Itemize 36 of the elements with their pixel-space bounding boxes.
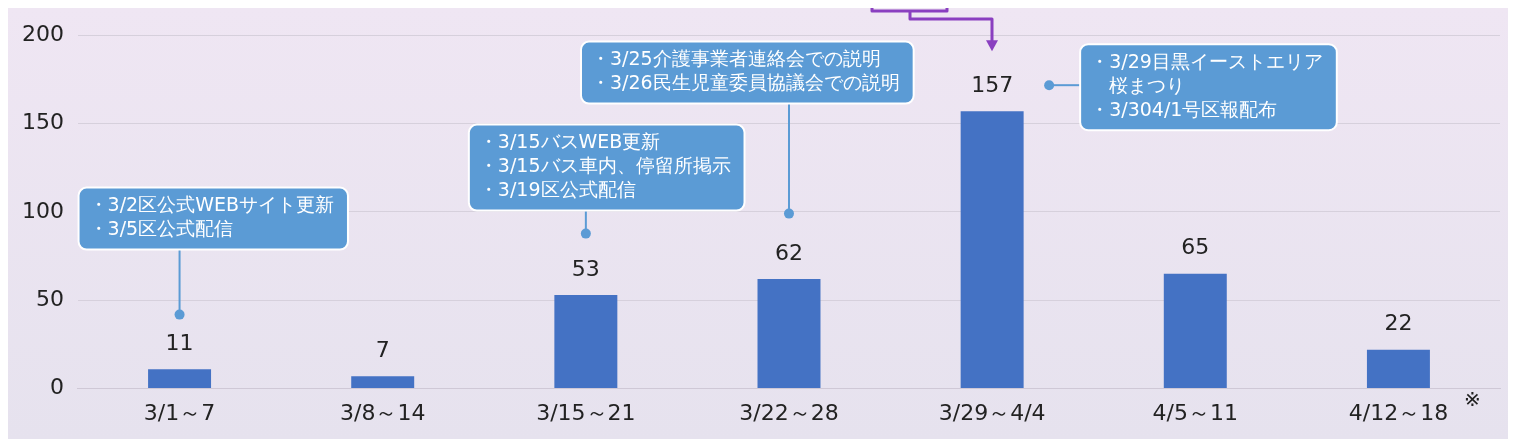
- annotation: ・3/15バス車内、停留所掲示: [478, 154, 731, 177]
- x-tick-label: 3/8～14: [340, 399, 426, 425]
- annotation: ・3/5区公式配信: [88, 217, 234, 240]
- annotation: ※: [1464, 386, 1481, 411]
- data-label: 11: [165, 329, 194, 355]
- data-label: 53: [571, 255, 600, 281]
- x-tick-label: 4/5～11: [1152, 399, 1238, 425]
- y-tick-label: 200: [21, 20, 64, 46]
- x-tick-label: 3/22～28: [739, 399, 839, 425]
- bar: [351, 376, 415, 389]
- annotation: ・3/2区公式WEBサイト更新: [88, 193, 334, 216]
- y-tick-label: 0: [49, 374, 64, 400]
- data-label: 62: [775, 239, 803, 265]
- annotation: ・3/29目黒イーストエリア桜まつり: [1090, 49, 1323, 96]
- x-tick-label: 3/15～21: [536, 399, 636, 425]
- bar: [960, 111, 1024, 389]
- annotation: ・3/304/1号区報配布: [1090, 97, 1278, 120]
- data-label: 7: [375, 336, 390, 362]
- x-tick-label: 4/12～18: [1348, 399, 1449, 425]
- bar: [757, 279, 821, 389]
- x-tick-label: 3/1～7: [143, 399, 216, 425]
- annotation: ・3/25介護事業者連絡会での説明: [591, 47, 881, 70]
- x-tick-label: 3/29～4/4: [938, 399, 1046, 425]
- y-tick-label: 50: [35, 285, 64, 311]
- bar: [148, 369, 212, 389]
- bar: [554, 294, 618, 389]
- y-tick-label: 150: [21, 109, 64, 135]
- data-label: 22: [1384, 310, 1413, 336]
- data-label: 65: [1181, 234, 1210, 260]
- annotation: ・3/26民生児童委員協議会での説明: [591, 71, 900, 94]
- bar: [1366, 349, 1430, 389]
- y-tick-label: 100: [21, 197, 64, 223]
- bar: [1163, 273, 1227, 389]
- annotation: ・3/19区公式配信: [478, 178, 636, 201]
- data-label: 157: [971, 71, 1014, 97]
- annotation: ・3/15バスWEB更新: [478, 130, 661, 153]
